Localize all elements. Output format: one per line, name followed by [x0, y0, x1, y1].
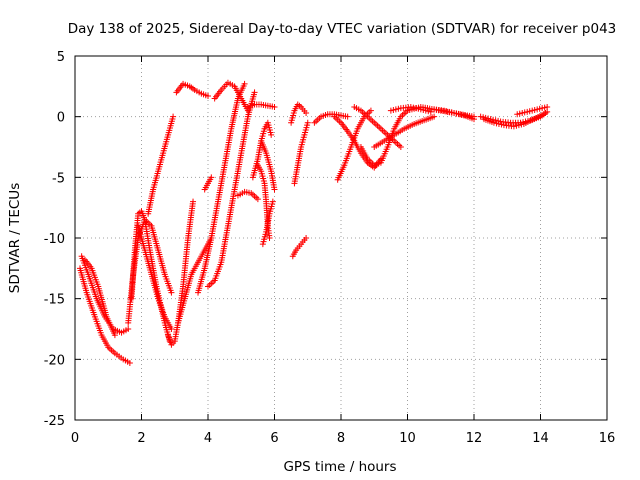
x-tick-label: 14 [532, 431, 549, 446]
data-point-marker [266, 235, 273, 241]
series-arc-8 [165, 198, 197, 348]
data-point-marker [170, 113, 177, 120]
series-arc-16 [244, 101, 278, 110]
data-point-marker [125, 326, 132, 332]
y-tick-label: 5 [57, 50, 65, 65]
data-point-marker [540, 111, 547, 118]
series-arc-19 [258, 137, 278, 193]
x-tick-label: 12 [466, 431, 483, 446]
data-point-marker [367, 107, 374, 114]
series-arc-28 [351, 103, 404, 150]
x-tick-label: 16 [599, 431, 616, 446]
data-point-marker [111, 332, 118, 339]
series-arc-22 [291, 119, 311, 187]
series-arc-32 [431, 106, 477, 123]
data-point-marker [241, 80, 248, 87]
data-point-marker [397, 144, 404, 150]
y-tick-label: 0 [57, 111, 65, 126]
data-points [76, 79, 551, 366]
y-axis-label: SDTVAR / TECUs [7, 183, 23, 293]
series-arc-7 [145, 113, 177, 217]
series-arc-6 [135, 222, 175, 332]
series-arc-29 [371, 113, 438, 150]
series-arc-2 [78, 253, 132, 336]
data-point-marker [208, 174, 215, 181]
x-tick-label: 10 [399, 431, 416, 446]
series-arc-14 [201, 174, 215, 193]
y-tick-label: -10 [44, 232, 65, 247]
x-tick-label: 2 [137, 431, 145, 446]
series-arc-35 [514, 103, 551, 118]
series-arc-20 [259, 198, 276, 248]
data-point-marker [303, 235, 310, 241]
series-arc-10 [173, 80, 211, 100]
y-tick-label: -25 [44, 414, 65, 429]
x-tick-label: 8 [337, 431, 345, 446]
x-tick-label: 0 [71, 431, 79, 446]
series-arc-11 [195, 80, 248, 296]
y-tick-label: -20 [44, 353, 65, 368]
series-arc-27 [357, 107, 411, 169]
x-tick-label: 6 [270, 431, 278, 446]
y-tick-label: -5 [52, 171, 65, 186]
series-arc-17 [249, 119, 275, 181]
data-point-marker [254, 196, 261, 203]
data-point-marker [304, 119, 311, 126]
series-arc-15 [234, 188, 261, 203]
data-point-marker [269, 198, 276, 205]
series-arc-4 [125, 216, 175, 326]
series-arc-18 [254, 162, 273, 241]
data-point-marker [544, 103, 551, 110]
series-arc-3 [81, 256, 118, 339]
series-arc-23 [288, 101, 310, 126]
series-arc-24 [311, 111, 351, 126]
chart-title: Day 138 of 2025, Sidereal Day-to-day VTE… [68, 21, 617, 37]
data-point-marker [126, 359, 133, 366]
data-point-marker [190, 198, 197, 205]
data-point-marker [431, 113, 438, 120]
series-arc-34 [480, 111, 547, 130]
data-point-marker [427, 108, 434, 115]
series-arc-1 [76, 265, 133, 366]
data-point-marker [268, 131, 275, 138]
y-tick-label: -15 [44, 293, 65, 308]
axis-ticks: 0 2 4 6 8 10 12 14 16 -25 -20 -15 -10 -5 0 5 [44, 50, 616, 446]
data-point-marker [168, 289, 175, 296]
data-point-marker [271, 103, 278, 110]
x-tick-label: 4 [204, 431, 212, 446]
series-arc-21 [289, 235, 310, 260]
data-point-marker [303, 110, 310, 117]
data-point-marker [271, 186, 278, 193]
data-point-marker [344, 113, 351, 120]
data-point-marker [168, 326, 175, 332]
data-point-marker [471, 116, 477, 123]
data-point-marker [251, 89, 258, 96]
x-axis-label: GPS time / hours [283, 459, 396, 475]
data-point-marker [205, 93, 211, 100]
